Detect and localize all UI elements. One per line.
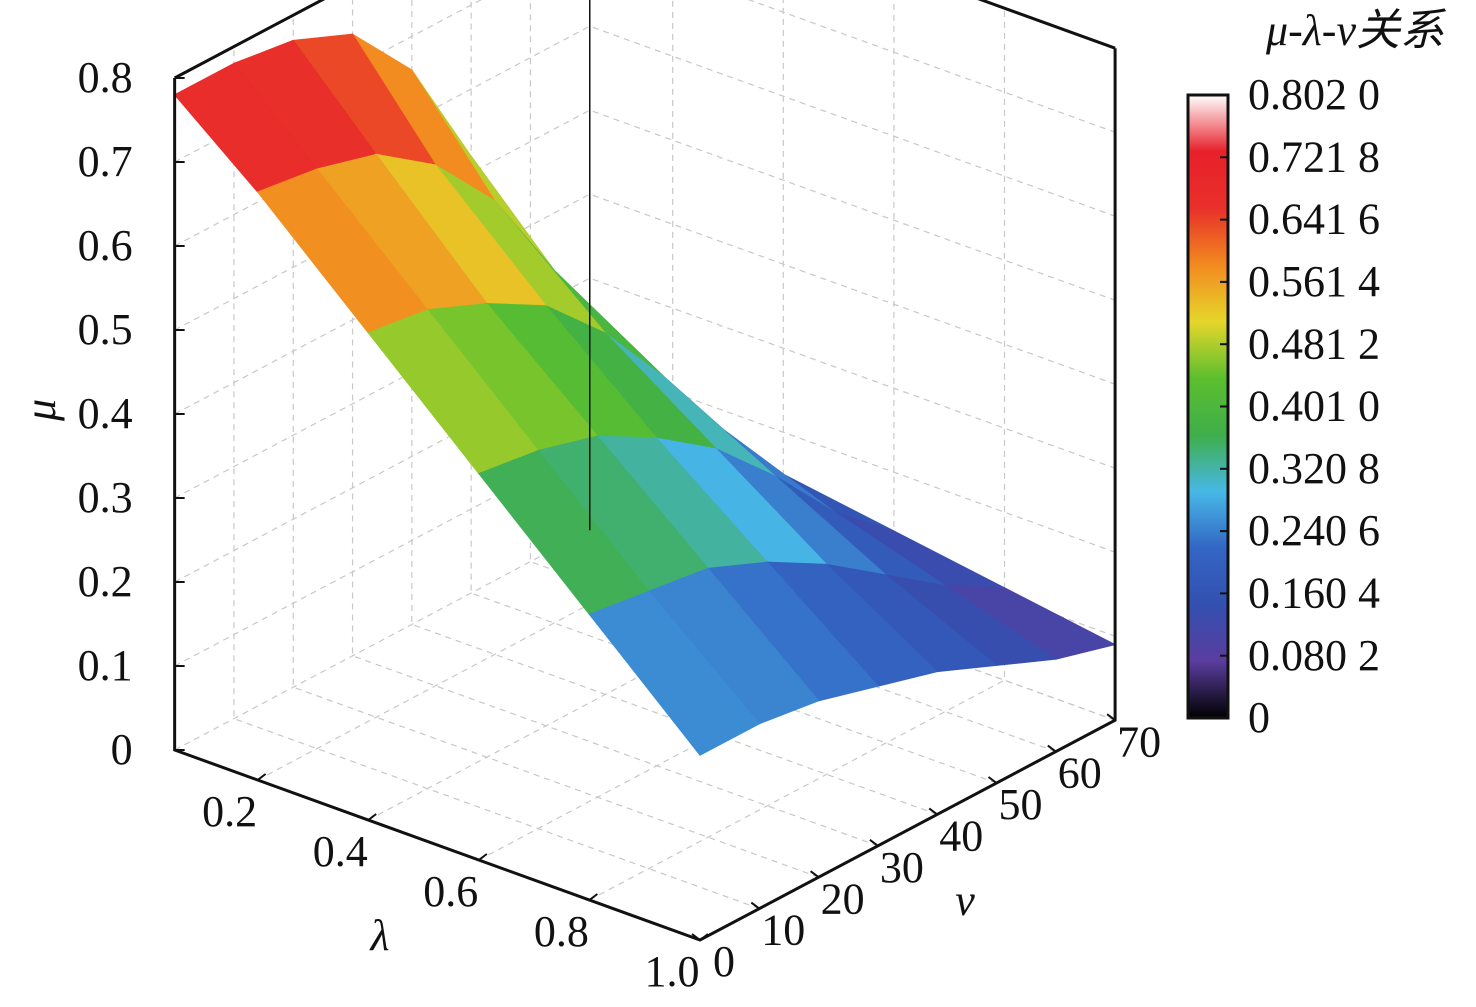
colorbar-tick-label: 0 [1248,693,1270,742]
x-tick [588,893,599,901]
colorbar-tick-label: 0.320 8 [1248,444,1380,493]
grid-line [174,193,1116,415]
y-tick-label: 50 [999,780,1043,829]
y-tick-label: 10 [761,906,805,955]
x-axis-label: λ [368,911,389,960]
grid-line [233,46,760,910]
x-tick-label: 1.0 [645,947,700,996]
z-tick-label: 0.3 [78,473,133,522]
colorbar-tick-label: 0.080 2 [1248,631,1380,680]
colorbar-tick-label: 0.802 0 [1248,70,1380,119]
colorbar-tick-label: 0.160 4 [1248,568,1380,617]
z-tick-label: 0.6 [78,221,133,270]
x-tick [699,933,709,941]
y-tick [869,838,879,847]
z-tick-label: 0 [111,725,133,774]
y-tick [809,870,820,879]
x-tick [257,773,267,781]
axis-edge [173,0,1116,80]
x-tick [478,853,488,861]
grid-line [174,277,1116,499]
colorbar-tick-label: 0.401 0 [1248,382,1380,431]
y-tick [928,807,938,816]
x-tick [367,813,377,821]
z-tick-label: 0.1 [78,641,133,690]
grid-line [589,8,1006,901]
grid-line [292,15,819,878]
y-tick-label: 0 [713,937,735,986]
z-tick-label: 0.5 [78,305,133,354]
y-tick [750,901,760,910]
z-tick-label: 0.8 [78,53,133,102]
y-tick-label: 30 [880,843,924,892]
grid-line [174,529,1116,751]
z-tick-label: 0.4 [78,389,133,438]
grid-line [174,445,1116,667]
y-tick [1047,744,1057,753]
z-axis-label: μ [16,399,65,422]
x-tick-label: 0.6 [423,867,478,916]
colorbar-tick-label: 0.481 2 [1248,319,1380,368]
surface-patch [588,590,761,756]
x-tick-label: 0.4 [313,827,368,876]
colorbar-title: μ-λ-v关系 [1265,6,1447,55]
z-tick-label: 0.2 [78,557,133,606]
surface [173,33,1117,756]
grid-line [470,0,997,784]
y-tick [691,933,701,941]
z-tick-label: 0.7 [78,137,133,186]
axes: 0 0.1 0.2 0.3 0.4 0.5 0.6 0.7 0.8 0.2 0.4 0.6 0.8 1.0… [78,0,1380,996]
y-tick-label: 60 [1058,749,1102,798]
y-axis-label: v [955,876,975,925]
y-tick [987,776,998,784]
y-tick-label: 20 [821,874,865,923]
grid-line [478,0,895,861]
colorbar-tick-label: 0.240 6 [1248,506,1380,555]
y-tick-label: 70 [1117,717,1161,766]
y-tick [1106,713,1116,722]
grid-line [257,0,674,781]
x-tick-label: 0.2 [202,787,257,836]
colorbar-tick-label: 0.641 6 [1248,195,1380,244]
colorbar-tick-label: 0.561 4 [1248,257,1380,306]
colorbar-tick-label: 0.721 8 [1248,132,1380,181]
x-tick-label: 0.8 [534,907,589,956]
y-tick-label: 40 [939,811,983,860]
grid-line [174,361,1116,583]
grid-line [367,0,784,821]
grid-line [529,0,1057,753]
